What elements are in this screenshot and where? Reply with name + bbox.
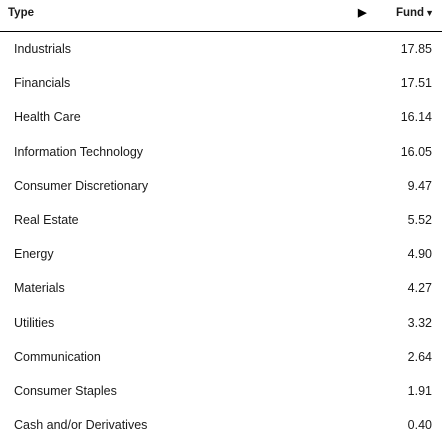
sector-name: Industrials (14, 42, 71, 57)
column-header-type: Type (8, 7, 34, 19)
sector-name: Information Technology (14, 144, 144, 159)
table-header: Type ▶ Fund▼ (0, 0, 442, 32)
column-header-fund[interactable]: Fund▼ (396, 7, 434, 19)
table-row: Materials 4.27 (0, 271, 442, 305)
fund-label: Fund (395, 7, 425, 19)
fund-weight-value: 5.52 (407, 213, 432, 228)
fund-weight-value: 3.32 (407, 315, 432, 330)
sector-name: Materials (14, 281, 65, 296)
table-row: Information Technology 16.05 (0, 135, 442, 169)
sector-name: Financials (14, 76, 71, 91)
table-body: Industrials 17.85 Financials 17.51 Health Ca… (0, 32, 442, 442)
table-row: Utilities 3.32 (0, 306, 442, 340)
fund-weight-value: 17.51 (400, 76, 432, 91)
sector-name: Cash and/or Derivatives (14, 418, 148, 433)
fund-weight-value: 16.14 (400, 110, 432, 125)
fund-weight-value: 4.90 (407, 247, 432, 262)
sector-name: Energy (14, 247, 54, 262)
fund-weight-value: 16.05 (400, 144, 432, 159)
sector-name: Real Estate (14, 213, 79, 228)
table-row: Communication 2.64 (0, 340, 442, 374)
sector-name: Utilities (14, 315, 55, 330)
table-row: Industrials 17.85 (0, 32, 442, 66)
table-row: Real Estate 5.52 (0, 203, 442, 237)
expand-columns-icon[interactable]: ▶ (358, 7, 367, 19)
table-row: Consumer Discretionary 9.47 (0, 169, 442, 203)
sort-descending-icon: ▼ (425, 8, 434, 18)
fund-weight-value: 9.47 (407, 178, 432, 193)
table-row: Financials 17.51 (0, 66, 442, 100)
sector-name: Consumer Discretionary (14, 178, 149, 193)
fund-weight-value: 4.27 (407, 281, 432, 296)
fund-weight-value: 2.64 (407, 349, 432, 364)
sector-name: Health Care (14, 110, 81, 125)
sector-name: Communication (14, 349, 101, 364)
fund-weight-value: 17.85 (400, 42, 432, 57)
table-row: Consumer Staples 1.91 (0, 374, 442, 408)
fund-weight-value: 1.91 (407, 383, 432, 398)
table-row: Health Care 16.14 (0, 100, 442, 134)
sector-name: Consumer Staples (14, 383, 117, 398)
table-row: Cash and/or Derivatives 0.40 (0, 408, 442, 442)
fund-weight-value: 0.40 (407, 418, 432, 433)
table-row: Energy 4.90 (0, 237, 442, 271)
